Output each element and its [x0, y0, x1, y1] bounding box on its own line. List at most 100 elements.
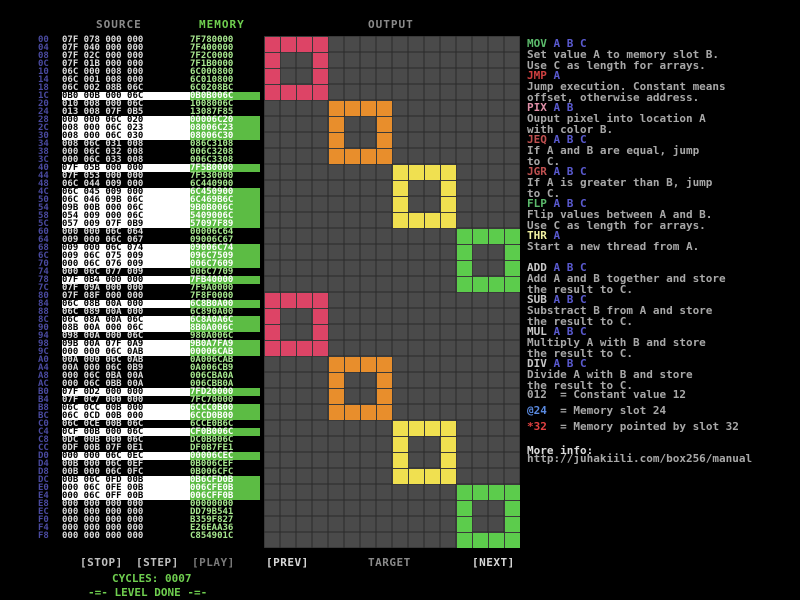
op-name: THR — [527, 229, 547, 242]
row-address: 2C — [38, 123, 49, 133]
more-info-link[interactable]: http://juhakiili.com/box256/manual — [527, 452, 753, 465]
source-cell[interactable]: 000 06C 0BA 00A — [62, 371, 144, 381]
source-cell[interactable]: 000 000 06C 064 — [62, 227, 144, 237]
source-cell[interactable]: 008 06C 031 008 — [62, 139, 144, 149]
source-cell[interactable]: 00A 000 06C 0B9 — [62, 363, 144, 373]
source-cell[interactable]: 07F 0D2 000 000 — [62, 388, 190, 397]
source-cell[interactable]: 009 000 06C 074 — [62, 244, 190, 253]
source-cell[interactable]: 07F 0B4 000 000 — [62, 276, 190, 285]
play-button[interactable]: [PLAY] — [192, 556, 235, 569]
source-cell[interactable]: 000 06C 0FF 00B — [62, 492, 190, 501]
source-cell[interactable]: 07F 040 000 000 — [62, 43, 144, 53]
op-description: If A and B are equal, jump to C. — [527, 144, 700, 168]
more-info-label: More info: — [527, 444, 594, 457]
source-cell[interactable]: 07F 09A 000 000 — [62, 283, 144, 293]
source-cell[interactable]: 0DF 00B 07F 0E1 — [62, 443, 144, 453]
pixel — [377, 101, 392, 116]
source-cell[interactable]: 000 000 06C 0EC — [62, 452, 190, 461]
row-address: 4C — [38, 187, 49, 197]
step-button[interactable]: [STEP] — [136, 556, 179, 569]
source-cell[interactable]: 000 000 000 000 — [62, 523, 144, 533]
row-address: 50 — [38, 195, 49, 205]
next-level-button[interactable]: [NEXT] — [472, 556, 515, 569]
source-cell[interactable]: 00B 000 06C 0FC — [62, 467, 144, 477]
source-cell[interactable]: 07F 08F 000 000 — [62, 291, 144, 301]
source-cell[interactable]: 000 06C 032 008 — [62, 147, 144, 157]
op-mul: MUL A B C Multiply A with B and store the… — [527, 326, 706, 359]
source-cell[interactable]: 000 000 000 000 — [62, 531, 144, 541]
source-cell[interactable]: 000 06C 077 009 — [62, 267, 144, 277]
source-cell[interactable]: 07F 053 000 000 — [62, 171, 144, 181]
source-cell[interactable]: 07F 02C 000 000 — [62, 51, 144, 61]
source-cell[interactable]: 07F 0C7 000 000 — [62, 395, 144, 405]
row-address: 94 — [38, 331, 49, 341]
source-cell[interactable]: 000 000 06C 020 — [62, 116, 190, 125]
source-cell[interactable]: 054 009 000 06C — [62, 212, 190, 221]
row-address: D0 — [38, 451, 49, 461]
source-cell[interactable]: 010 008 000 06C — [62, 99, 144, 109]
source-cell[interactable]: 06C 0CD 00B 000 — [62, 412, 190, 421]
source-cell[interactable]: 00B 000 06C 0EF — [62, 459, 144, 469]
source-cell[interactable]: 098 00A 000 06C — [62, 331, 144, 341]
source-cell[interactable]: 06C 044 009 000 — [62, 179, 144, 189]
op-jmp: JMP A Jump execution. Constant means offs… — [527, 70, 726, 103]
source-cell[interactable]: 09B 00A 07F 0A9 — [62, 340, 190, 349]
source-cell[interactable]: 000 000 000 000 — [62, 499, 144, 509]
source-cell[interactable]: 0B0 00B 000 06C — [62, 92, 190, 101]
pixel — [457, 501, 472, 516]
prev-level-button[interactable]: [PREV] — [266, 556, 309, 569]
source-cell[interactable]: 000 06C 0FE 00B — [62, 484, 190, 493]
source-cell[interactable]: 000 06C 076 009 — [62, 260, 190, 269]
pixel — [473, 485, 488, 500]
source-cell[interactable]: 009 06C 075 009 — [62, 252, 190, 261]
op-mov: MOV A B C Set value A to memory slot B. U… — [527, 38, 719, 71]
stop-button[interactable]: [STOP] — [80, 556, 123, 569]
row-address: 20 — [38, 99, 49, 109]
source-cell[interactable]: 000 000 06C 0AB — [62, 348, 190, 357]
source-cell[interactable]: 000 06C 033 008 — [62, 155, 144, 165]
source-cell[interactable]: 06C 000 008 000 — [62, 67, 144, 77]
source-cell[interactable]: 06C 002 08B 06C — [62, 83, 144, 93]
pixel — [265, 85, 280, 100]
pixel — [441, 213, 456, 228]
source-cell[interactable]: 000 06C 0BB 00A — [62, 379, 144, 389]
source-cell[interactable]: 07F 01B 000 000 — [62, 59, 144, 69]
source-cell[interactable]: 000 000 000 000 — [62, 507, 144, 517]
source-cell[interactable]: 00A 000 06C 0AB — [62, 355, 144, 365]
source-cell[interactable]: 008 000 06C 030 — [62, 132, 190, 141]
source-cell[interactable]: 06C 0CE 00B 06C — [62, 419, 144, 429]
source-code-panel[interactable]: 00 07F 078 000 000 7F780000 04 07F 040 000 0… — [38, 36, 262, 548]
source-cell[interactable]: 000 000 000 000 — [62, 515, 144, 525]
source-cell[interactable]: 07F 078 000 000 — [62, 35, 144, 45]
source-cell[interactable]: 06C 001 008 000 — [62, 75, 144, 85]
source-cell[interactable]: 06C 0CC 00B 000 — [62, 404, 190, 413]
pixel — [457, 533, 472, 548]
source-cell[interactable]: 057 009 07F 0B9 — [62, 220, 190, 229]
pixel — [425, 165, 440, 180]
source-cell[interactable]: 07F 05B 000 000 — [62, 164, 190, 173]
target-label[interactable]: TARGET — [368, 556, 411, 569]
pixel — [441, 421, 456, 436]
source-cell[interactable]: 009 000 06C 067 — [62, 235, 144, 245]
source-cell[interactable]: 06C 089 00A 000 — [62, 307, 144, 317]
pixel — [329, 373, 344, 388]
row-address: 68 — [38, 243, 49, 253]
source-cell[interactable]: 09B 00B 000 06C — [62, 204, 190, 213]
source-cell[interactable]: 00B 06C 0FD 00B — [62, 476, 190, 485]
memory-cell: 6C469B6C — [190, 196, 260, 205]
memory-cell: 7F2C0000 — [190, 51, 234, 61]
source-cell[interactable]: 013 008 07F 0B5 — [62, 107, 144, 117]
source-cell[interactable]: 06C 08B 00A 000 — [62, 300, 190, 309]
source-cell[interactable]: 0CF 00B 000 06C — [62, 428, 190, 437]
pixel — [425, 213, 440, 228]
source-cell[interactable]: 06C 08A 00A 06C — [62, 316, 190, 325]
source-cell[interactable]: 008 000 06C 023 — [62, 124, 190, 133]
memory-cell: 006C3308 — [190, 155, 234, 165]
source-cell[interactable]: 06C 046 09B 06C — [62, 196, 190, 205]
row-address: 7C — [38, 283, 49, 293]
memory-cell: DF0B7FE1 — [190, 443, 234, 453]
source-cell[interactable]: 06C 045 009 000 — [62, 188, 190, 197]
source-cell[interactable]: 0DC 00B 000 06C — [62, 435, 144, 445]
source-cell[interactable]: 08B 00A 000 06C — [62, 324, 190, 333]
row-address: C0 — [38, 419, 49, 429]
